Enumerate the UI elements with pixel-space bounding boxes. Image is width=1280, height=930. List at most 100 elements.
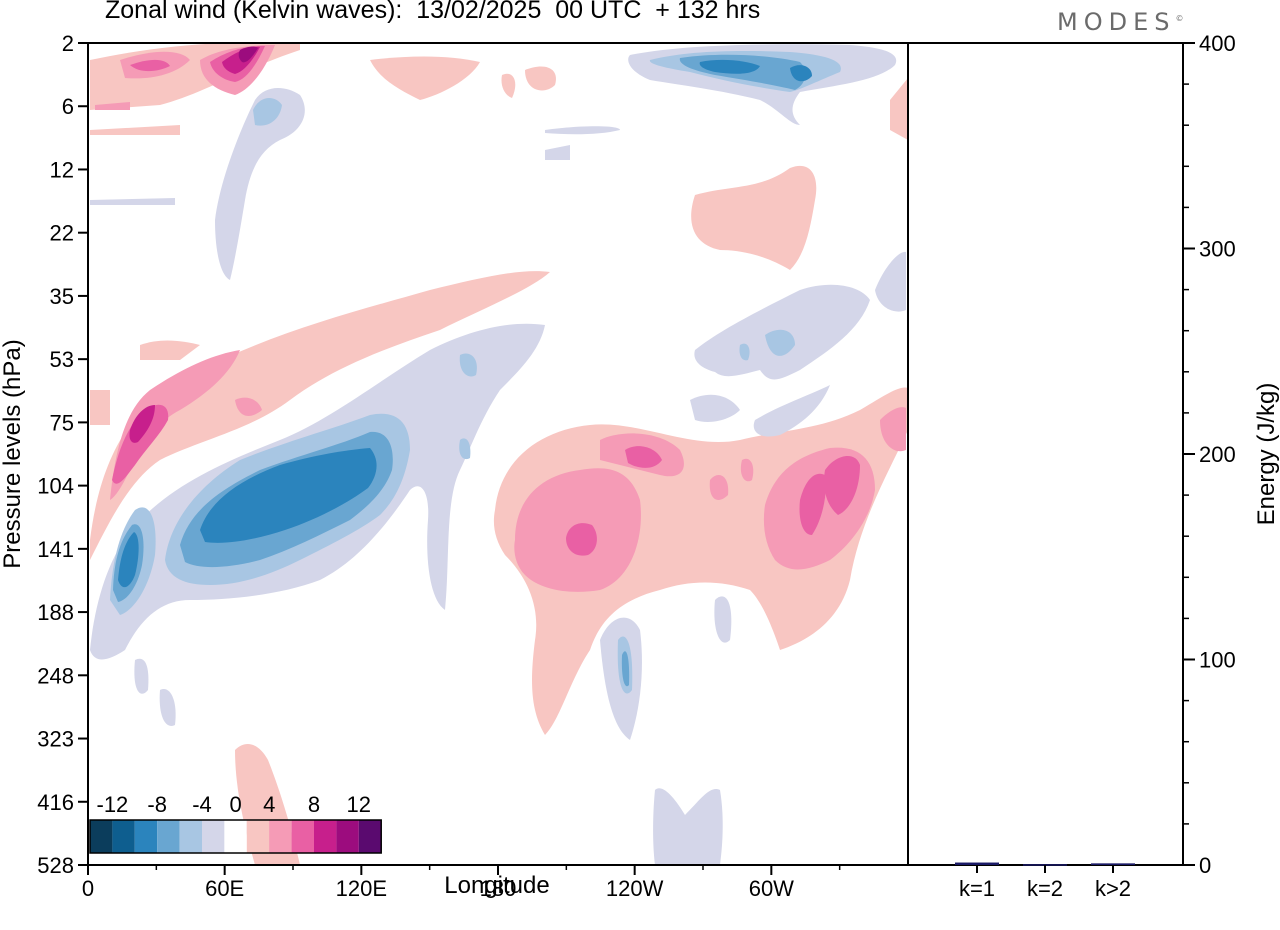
wind-region [525,66,556,91]
colorbar-tick-label: 0 [229,792,241,817]
wind-region [739,343,750,361]
colorbar-cell [246,820,270,853]
brand-logo: MODES© [1057,8,1183,36]
colorbar-cell [314,820,337,853]
wind-region [880,407,906,452]
wind-region [253,98,282,126]
energy-frame [907,42,1184,866]
colorbar-frame [89,819,382,854]
wind-region [235,397,262,416]
x-tick-label: 60E [205,876,244,901]
energy-category-label: k=1 [959,876,995,901]
wind-region [890,78,908,140]
colorbar-tick-label: 12 [347,792,371,817]
wind-region [765,329,795,356]
wind-region [824,455,860,515]
y-tick-label: 22 [50,221,74,246]
colorbar-cell [358,820,382,853]
wind-region [90,390,110,425]
y-tick-label: 416 [37,790,74,815]
wind-region [545,126,620,135]
y-tick-label: 104 [37,474,74,499]
colorbar-cell [112,820,135,853]
colorbar-cell [90,820,113,853]
wind-region [501,73,516,98]
colorbar-cell [336,820,359,853]
wind-region [112,404,169,484]
wind-region [691,165,817,270]
energy-tick-label: 400 [1199,31,1236,56]
wind-region [621,651,630,687]
colorbar-cell [269,820,292,853]
wind-region [134,658,149,694]
colorbar-cell [134,820,158,853]
y-tick-label: 2 [62,31,74,56]
wind-region [753,385,830,437]
colorbar-tick-label: -8 [147,792,167,817]
x-axis-title: Longitude [444,872,549,899]
wind-region [790,65,812,82]
wind-region [545,145,570,160]
wind-region [90,198,175,205]
energy-bar [955,862,999,865]
wind-region [140,340,200,360]
wind-region [238,46,258,63]
wind-region [709,475,729,500]
wind-region [130,59,170,72]
wind-region [129,405,155,443]
colorbar-cell [291,820,314,853]
energy-category-label: k>2 [1095,876,1131,901]
wind-region [90,125,180,135]
colorbar-cell [202,820,225,853]
energy-axis-title: Energy (J/kg) [1253,383,1280,526]
x-tick-label: 60W [749,876,794,901]
wind-region [370,56,480,100]
y-tick-label: 188 [37,600,74,625]
energy-tick-label: 300 [1199,237,1236,262]
brand-name: MODES [1057,8,1176,36]
colorbar-cell [157,820,180,853]
x-tick-label: 120W [606,876,664,901]
wind-region [159,689,176,726]
y-tick-label: 12 [50,157,74,182]
colorbar-tick-label: 8 [308,792,320,817]
chart-title: Zonal wind (Kelvin waves): 13/02/2025 00… [105,0,761,24]
wind-region [95,102,130,110]
brand-mark: © [1175,14,1184,23]
x-tick-label: 180 [480,876,517,901]
wind-contours [90,43,908,865]
wind-region [653,788,723,865]
wind-region [740,458,754,482]
wind-region [459,353,477,377]
wind-region [714,596,732,643]
wind-region [690,394,740,422]
wind-region [90,271,550,560]
x-tick-label: 0 [82,876,94,901]
y-tick-label: 6 [62,94,74,119]
y-tick-label: 141 [37,537,74,562]
y-tick-label: 35 [50,284,74,309]
wind-region [459,438,471,460]
energy-tick-label: 200 [1199,442,1236,467]
energy-tick-label: 0 [1199,853,1211,878]
colorbar-tick-label: -4 [192,792,212,817]
colorbar-tick-label: -12 [97,792,129,817]
y-axis-title: Pressure levels (hPa) [0,339,26,568]
main-panel [87,42,909,866]
y-tick-label: 528 [37,853,74,878]
colorbar-cell [224,820,247,853]
wind-region [699,59,760,74]
energy-panel [907,42,1184,866]
energy-tick-label: 100 [1199,648,1236,673]
wind-region [118,532,139,588]
y-tick-label: 53 [50,347,74,372]
wind-region [110,350,240,500]
wind-region [200,448,377,543]
wind-region [566,523,597,556]
x-tick-label: 120E [336,876,387,901]
colorbar-cell [179,820,202,853]
y-tick-label: 75 [50,410,74,435]
wind-region [215,88,305,281]
energy-bar [1091,863,1135,865]
